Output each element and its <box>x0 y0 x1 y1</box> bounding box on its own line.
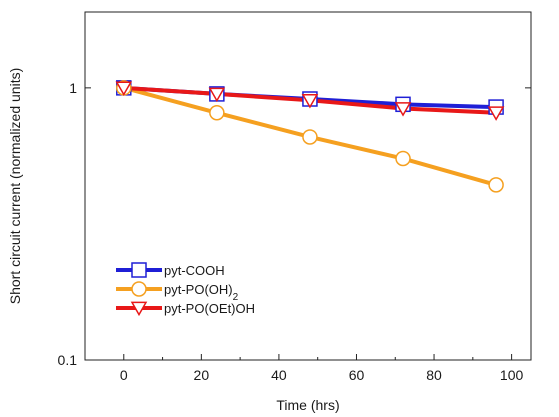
plot-frame <box>84 11 532 361</box>
legend-label: pyt-PO(OH)2 <box>164 282 239 303</box>
legend-item: pyt-PO(OEt)OH <box>116 301 255 317</box>
x-axis-label: Time (hrs) <box>276 397 339 413</box>
y-tick-label: 1 <box>69 80 77 96</box>
data-point <box>487 106 505 121</box>
legend-label: pyt-COOH <box>164 263 225 278</box>
x-tick-label: 20 <box>194 367 210 383</box>
data-point <box>394 102 412 117</box>
x-tick-label: 0 <box>120 367 128 383</box>
x-tick-label: 100 <box>500 367 524 383</box>
data-point <box>488 177 504 193</box>
y-axis-label: Short circuit current (normalized units) <box>7 68 23 305</box>
legend-item: pyt-PO(OH)2 <box>116 281 239 303</box>
y-tick-label: 0.1 <box>58 352 78 368</box>
legend-label: pyt-PO(OEt)OH <box>164 301 255 316</box>
legend-label-subscript: 2 <box>233 292 239 303</box>
legend-marker <box>130 301 148 317</box>
legend-item: pyt-COOH <box>116 262 225 278</box>
data-point <box>395 150 411 167</box>
legend-marker <box>131 262 147 278</box>
x-tick-label: 60 <box>349 367 365 383</box>
data-point <box>302 129 318 145</box>
series-layer <box>115 80 505 193</box>
series-markers-1 <box>116 80 504 193</box>
legend-marker <box>131 281 147 297</box>
data-point <box>208 87 226 103</box>
data-point <box>209 105 225 121</box>
x-tick-label: 80 <box>426 367 442 383</box>
x-axis-ticks: 0 20 40 60 80 100 <box>84 354 524 383</box>
series-markers-2 <box>115 81 505 121</box>
data-point <box>301 93 319 109</box>
y-axis-ticks: 0.11 <box>58 80 531 368</box>
x-tick-label: 40 <box>271 367 287 383</box>
data-point <box>115 81 133 97</box>
